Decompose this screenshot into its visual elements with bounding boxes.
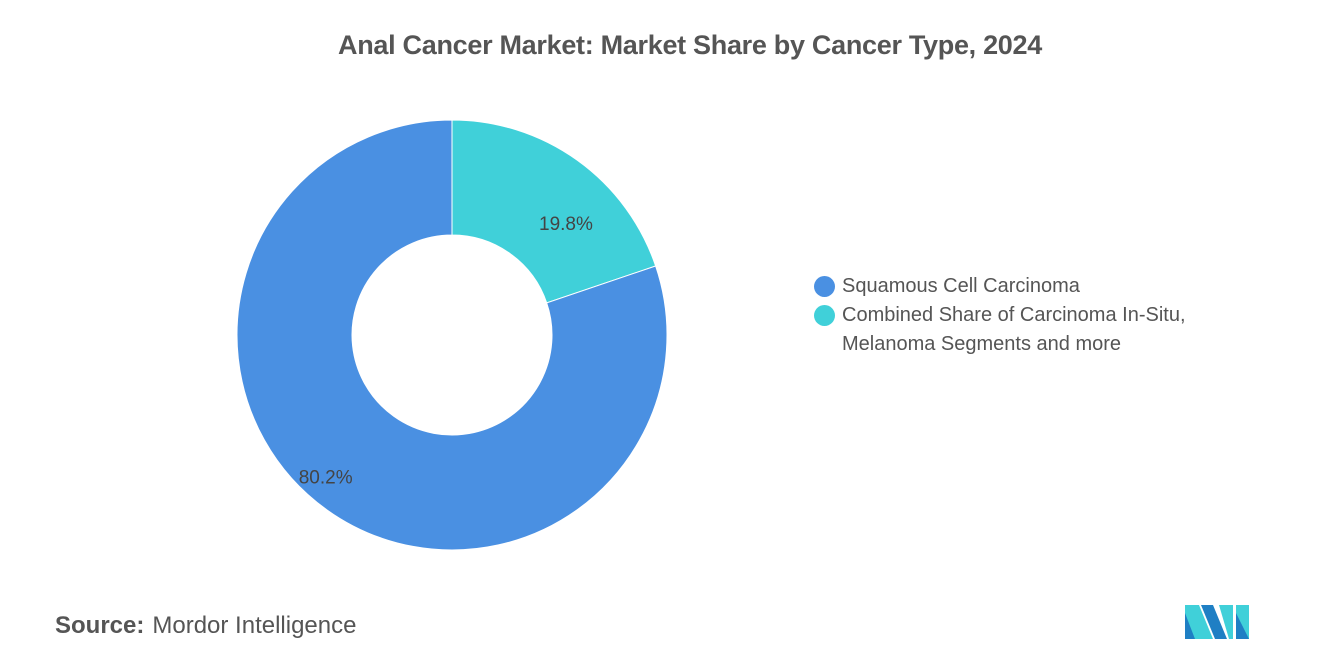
data-label-0: 19.8%: [539, 214, 593, 235]
legend: Squamous Cell Carcinoma Combined Share o…: [814, 272, 1186, 359]
source-value: Mordor Intelligence: [152, 612, 357, 639]
legend-item-squamous[interactable]: Squamous Cell Carcinoma: [814, 272, 1186, 301]
source-note: Source: Mordor Intelligence: [55, 612, 356, 640]
legend-label-line1: Combined Share of Carcinoma In-Situ,: [842, 304, 1186, 326]
legend-label: Combined Share of Carcinoma In-Situ, Mela…: [842, 301, 1186, 359]
donut-slice-1[interactable]: [236, 119, 668, 551]
chart-title: Anal Cancer Market: Market Share by Canc…: [338, 30, 1042, 60]
legend-swatch: [814, 276, 835, 297]
data-label-1: 80.2%: [299, 467, 353, 488]
mordor-logo: [1185, 605, 1249, 639]
legend-label-line2: Melanoma Segments and more: [842, 333, 1122, 355]
legend-swatch: [814, 305, 835, 326]
legend-label: Squamous Cell Carcinoma: [842, 275, 1080, 297]
donut-slice-0[interactable]: [451, 119, 657, 304]
legend-item-combined[interactable]: Combined Share of Carcinoma In-Situ, Mela…: [814, 301, 1186, 359]
source-label: Source:: [55, 612, 145, 639]
